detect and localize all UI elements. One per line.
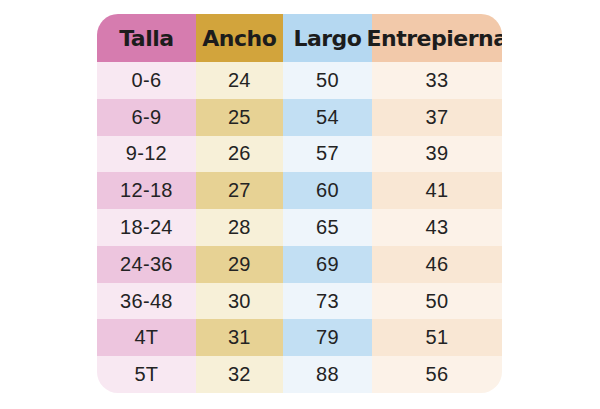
cell-entrepierna: 37 (372, 99, 502, 136)
cell-largo: 50 (283, 62, 372, 99)
cell-ancho: 26 (196, 136, 283, 173)
cell-entrepierna: 41 (372, 172, 502, 209)
cell-largo: 54 (283, 99, 372, 136)
table-row: 24-36296946 (97, 246, 502, 283)
column-header-talla: Talla (97, 14, 196, 62)
cell-largo: 65 (283, 209, 372, 246)
size-chart-card: TallaAnchoLargoEntrepierna 0-62450336-92… (97, 14, 502, 393)
cell-talla: 5T (97, 356, 196, 393)
table-row: 9-12265739 (97, 136, 502, 173)
table-row: 18-24286543 (97, 209, 502, 246)
cell-talla: 0-6 (97, 62, 196, 99)
cell-ancho: 31 (196, 319, 283, 356)
cell-entrepierna: 43 (372, 209, 502, 246)
cell-ancho: 27 (196, 172, 283, 209)
column-header-largo: Largo (283, 14, 372, 62)
cell-ancho: 28 (196, 209, 283, 246)
cell-ancho: 25 (196, 99, 283, 136)
cell-talla: 4T (97, 319, 196, 356)
cell-ancho: 30 (196, 283, 283, 320)
cell-largo: 79 (283, 319, 372, 356)
table-row: 6-9255437 (97, 99, 502, 136)
cell-largo: 73 (283, 283, 372, 320)
cell-talla: 18-24 (97, 209, 196, 246)
table-row: 0-6245033 (97, 62, 502, 99)
table-row: 5T328856 (97, 356, 502, 393)
cell-entrepierna: 50 (372, 283, 502, 320)
cell-largo: 60 (283, 172, 372, 209)
cell-entrepierna: 33 (372, 62, 502, 99)
cell-talla: 12-18 (97, 172, 196, 209)
column-header-ancho: Ancho (196, 14, 283, 62)
cell-talla: 24-36 (97, 246, 196, 283)
cell-largo: 57 (283, 136, 372, 173)
table-body: 0-62450336-92554379-1226573912-182760411… (97, 62, 502, 393)
cell-ancho: 24 (196, 62, 283, 99)
cell-ancho: 29 (196, 246, 283, 283)
column-header-entrepierna: Entrepierna (372, 14, 502, 62)
cell-talla: 6-9 (97, 99, 196, 136)
cell-entrepierna: 39 (372, 136, 502, 173)
cell-largo: 69 (283, 246, 372, 283)
cell-entrepierna: 51 (372, 319, 502, 356)
table-row: 4T317951 (97, 319, 502, 356)
cell-ancho: 32 (196, 356, 283, 393)
table-row: 12-18276041 (97, 172, 502, 209)
cell-entrepierna: 56 (372, 356, 502, 393)
cell-entrepierna: 46 (372, 246, 502, 283)
table-row: 36-48307350 (97, 283, 502, 320)
cell-talla: 36-48 (97, 283, 196, 320)
cell-largo: 88 (283, 356, 372, 393)
cell-talla: 9-12 (97, 136, 196, 173)
table-header-row: TallaAnchoLargoEntrepierna (97, 14, 502, 62)
